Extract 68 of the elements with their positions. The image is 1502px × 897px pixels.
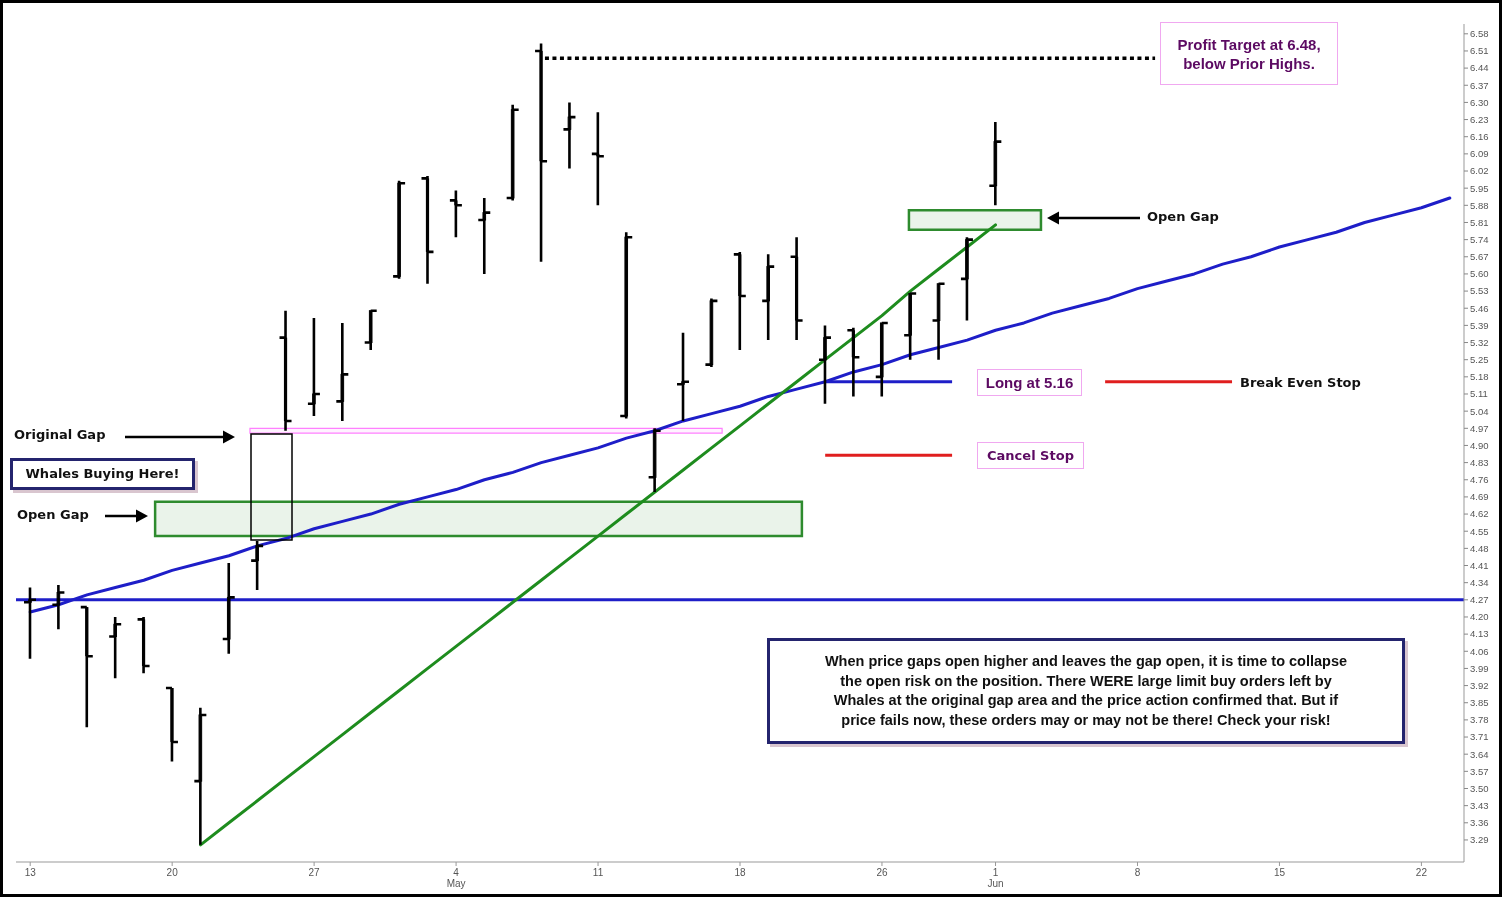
y-tick-label: 4.69 — [1470, 491, 1489, 503]
y-tick-label: 3.99 — [1470, 662, 1489, 674]
y-tick-label: 3.92 — [1470, 679, 1489, 691]
x-tick-label: 20 — [166, 866, 179, 878]
y-tick-label: 4.34 — [1470, 577, 1489, 589]
ref-line-label: Long at 5.16 — [977, 369, 1082, 396]
annotation: Open Gap — [1147, 209, 1219, 225]
x-tick-label: 8 — [1134, 866, 1141, 878]
ref-line-label: Break Even Stop — [1240, 374, 1361, 392]
y-tick-label: 3.64 — [1470, 748, 1489, 760]
y-tick-label: 3.71 — [1470, 731, 1489, 743]
y-tick-label: 6.44 — [1470, 62, 1489, 74]
y-tick-label: 3.50 — [1470, 782, 1489, 794]
y-tick-label: 5.11 — [1470, 388, 1488, 400]
y-tick-label: 4.62 — [1470, 508, 1489, 520]
y-tick-label: 4.97 — [1470, 422, 1489, 434]
y-tick-label: 6.02 — [1470, 165, 1489, 177]
annotation: Whales Buying Here! — [10, 458, 195, 490]
y-tick-label: 5.32 — [1470, 336, 1489, 348]
ref-line-label: Cancel Stop — [977, 442, 1084, 469]
y-tick-label: 4.76 — [1470, 474, 1489, 486]
y-tick-label: 3.29 — [1470, 834, 1489, 846]
y-tick-label: 5.18 — [1470, 371, 1489, 383]
y-tick-label: 5.81 — [1470, 216, 1489, 228]
y-tick-label: 4.13 — [1470, 628, 1489, 640]
annotation: Original Gap — [14, 427, 106, 443]
y-tick-label: 4.06 — [1470, 645, 1489, 657]
y-tick-label: 5.67 — [1470, 251, 1489, 263]
y-tick-label: 5.04 — [1470, 405, 1489, 417]
x-tick-label: 27 — [308, 866, 321, 878]
y-tick-label: 4.41 — [1470, 559, 1489, 571]
x-tick-label: 11 — [592, 866, 604, 878]
y-tick-label: 5.53 — [1470, 285, 1489, 297]
y-tick-label: 3.78 — [1470, 714, 1489, 726]
y-tick-label: 4.90 — [1470, 439, 1489, 451]
x-tick-label: 26 — [876, 866, 888, 878]
annotation: Open Gap — [17, 507, 89, 523]
y-tick-label: 3.43 — [1470, 800, 1489, 812]
y-tick-label: 4.83 — [1470, 456, 1489, 468]
y-tick-label: 4.20 — [1470, 611, 1489, 623]
y-tick-label: 4.55 — [1470, 525, 1489, 537]
ref-line-label: Profit Target at 6.48, below Prior Highs. — [1160, 22, 1338, 85]
y-tick-label: 5.46 — [1470, 302, 1489, 314]
annotation: When price gaps open higher and leaves the gap open, it is time to collapse the open risk on the position. There WERE large limit buy orders left by Whales at the original gap area and the price action confirmed that. But if price fails now, these orders may or may not be there! Check your risk! — [767, 638, 1405, 744]
y-tick-label: 5.88 — [1470, 199, 1489, 211]
y-tick-label: 6.58 — [1470, 28, 1489, 40]
y-tick-label: 6.37 — [1470, 79, 1489, 91]
x-tick-label: 18 — [734, 866, 746, 878]
y-tick-label: 5.74 — [1470, 234, 1489, 245]
y-tick-label: 3.85 — [1470, 697, 1489, 709]
y-tick-label: 6.16 — [1470, 131, 1489, 143]
y-tick-label: 6.09 — [1470, 148, 1489, 160]
y-tick-label: 5.39 — [1470, 319, 1489, 331]
x-tick-label: 13 — [24, 866, 37, 878]
y-tick-label: 5.95 — [1470, 182, 1489, 194]
y-tick-label: 4.48 — [1470, 542, 1489, 554]
x-tick-label: 1 Jun — [987, 866, 1004, 889]
x-tick-label: 4 May — [446, 866, 466, 889]
y-tick-label: 5.25 — [1470, 354, 1489, 366]
x-tick-label: 15 — [1273, 866, 1286, 878]
x-tick-label: 22 — [1415, 866, 1428, 878]
y-tick-label: 3.57 — [1470, 765, 1489, 777]
y-tick-label: 6.30 — [1470, 96, 1489, 108]
y-tick-label: 3.36 — [1470, 817, 1489, 829]
y-tick-label: 4.27 — [1470, 594, 1489, 606]
y-tick-label: 5.60 — [1470, 268, 1489, 280]
y-tick-label: 6.23 — [1470, 113, 1489, 125]
y-tick-label: 6.51 — [1470, 45, 1489, 57]
